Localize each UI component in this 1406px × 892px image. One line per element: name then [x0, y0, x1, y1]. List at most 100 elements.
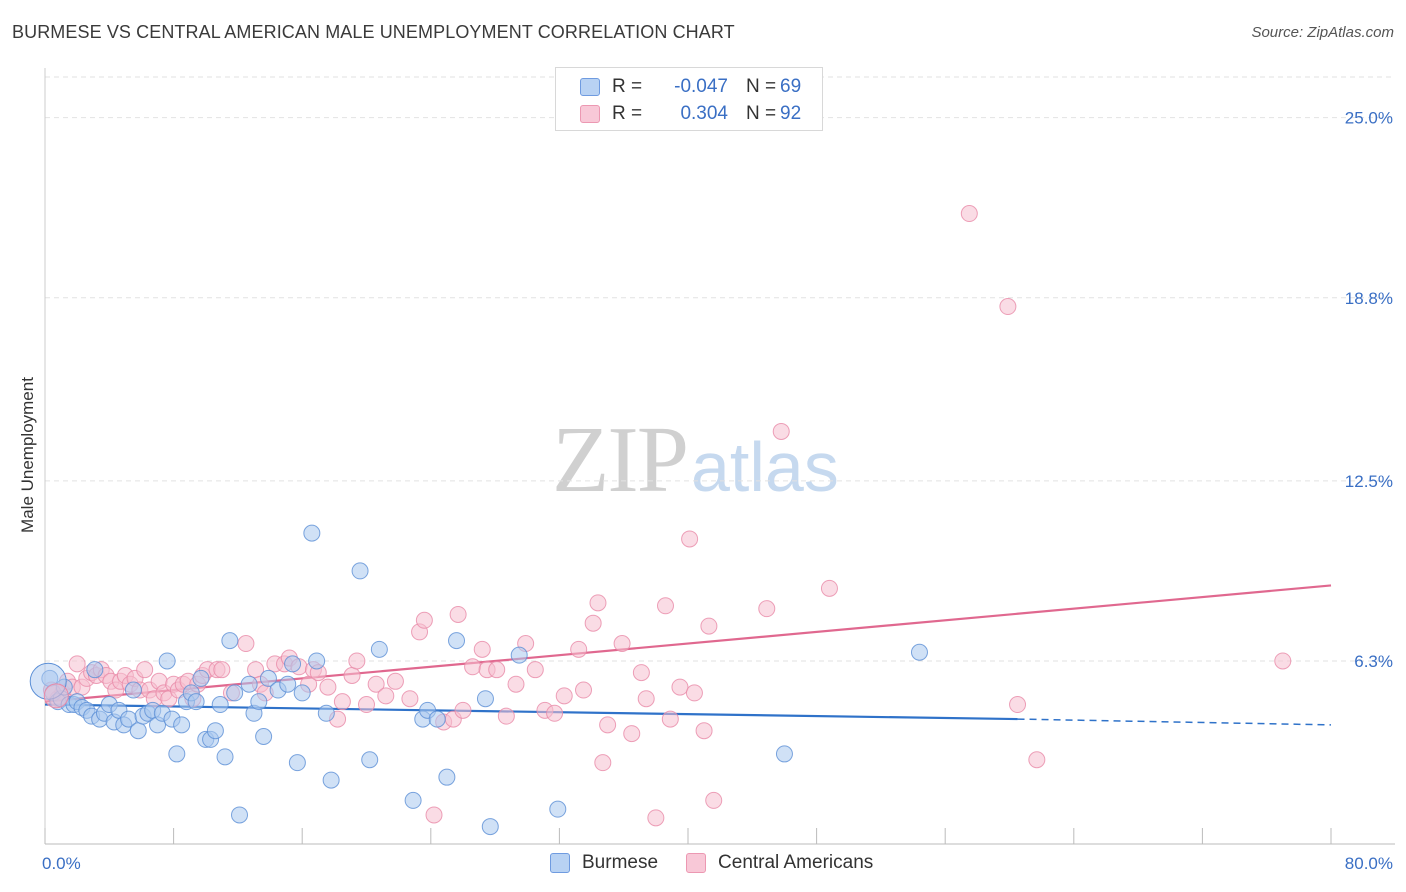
burmese-point	[448, 632, 466, 650]
central-americans-point	[358, 696, 375, 714]
central-americans-point	[594, 754, 612, 772]
source-credit: Source: ZipAtlas.com	[1251, 24, 1394, 41]
central-americans-point	[464, 658, 482, 676]
burmese-point	[187, 693, 205, 711]
burmese-point	[259, 669, 277, 687]
burmese-trend-line	[44, 703, 1018, 721]
y-tick-label: 12.5%	[1345, 472, 1393, 491]
burmese-point	[428, 710, 446, 728]
central-americans-point	[449, 605, 467, 623]
burmese-point	[250, 693, 268, 711]
central-americans-point	[507, 675, 525, 693]
burmese-point	[293, 684, 311, 702]
r-value: 0.304	[680, 103, 728, 124]
central-americans-point	[758, 600, 776, 618]
burmese-point	[86, 661, 104, 679]
burmese-point	[284, 655, 302, 673]
central-americans-point	[685, 684, 703, 702]
central-americans-point	[960, 205, 978, 223]
watermark: ZIPatlas	[552, 405, 839, 514]
burmese-point	[322, 771, 340, 789]
series-legend: Burmese Central Americans	[550, 852, 901, 874]
burmese-point	[124, 681, 142, 699]
burmese-trend-extension	[1017, 718, 1332, 726]
y-tick-label: 25.0%	[1345, 109, 1393, 128]
watermark-atlas: atlas	[691, 428, 839, 506]
central-americans-point	[319, 678, 337, 696]
central-americans-point	[671, 678, 689, 696]
burmese-point	[211, 696, 229, 714]
burmese-point	[404, 791, 422, 809]
burmese-swatch	[580, 78, 600, 96]
legend-item-central-americans: Central Americans	[686, 852, 873, 874]
central-americans-point	[1028, 751, 1046, 769]
central-americans-point	[613, 635, 631, 653]
central-americans-point	[661, 710, 679, 728]
burmese-point	[303, 524, 321, 542]
legend-label: Burmese	[582, 852, 659, 873]
central-americans-point	[333, 693, 351, 711]
central-americans-point	[820, 579, 838, 597]
x-tick-label: 0.0%	[42, 854, 81, 873]
central-americans-point	[237, 635, 255, 653]
central-americans-point	[377, 687, 395, 705]
correlation-legend: R = -0.047 N = 69 R = 0.304 N = 92	[555, 67, 823, 131]
burmese-point	[129, 722, 147, 740]
central-americans-point	[584, 614, 602, 632]
central-americans-point	[599, 716, 617, 734]
burmese-point	[221, 632, 239, 650]
n-value: 92	[780, 103, 802, 124]
burmese-point	[279, 675, 297, 693]
legend-row-central-americans: R = 0.304 N = 92	[580, 102, 801, 126]
central-americans-point	[454, 701, 472, 719]
burmese-point	[351, 562, 369, 580]
central-americans-point	[695, 722, 713, 740]
burmese-swatch	[550, 853, 570, 873]
burmese-point	[158, 652, 176, 670]
burmese-point	[317, 704, 335, 722]
y-tick-label: 6.3%	[1354, 652, 1393, 671]
central-americans-point	[656, 597, 674, 615]
burmese-point	[226, 684, 244, 702]
burmese-point	[910, 643, 928, 661]
central-americans-point	[488, 661, 506, 679]
central-americans-swatch	[580, 105, 600, 123]
n-value: 69	[780, 76, 802, 97]
burmese-point	[775, 745, 793, 763]
central-americans-swatch	[686, 853, 707, 873]
central-americans-point	[637, 690, 655, 708]
burmese-point	[476, 690, 494, 708]
burmese-point	[173, 716, 191, 734]
burmese-point	[255, 728, 273, 746]
central-americans-point	[681, 530, 699, 548]
central-americans-point	[705, 791, 723, 809]
central-americans-point	[401, 690, 419, 708]
central-americans-point	[213, 661, 231, 679]
central-americans-point	[632, 664, 650, 682]
watermark-zip: ZIP	[552, 408, 689, 512]
n-label: N =	[746, 76, 777, 97]
burmese-point	[481, 818, 499, 836]
central-americans-point	[647, 809, 665, 827]
central-americans-point	[546, 704, 564, 722]
r-label: R =	[612, 103, 643, 124]
legend-row-burmese: R = -0.047 N = 69	[580, 75, 801, 99]
central-americans-point	[386, 672, 404, 690]
n-label: N =	[746, 103, 777, 124]
burmese-point	[216, 748, 234, 766]
burmese-point	[192, 669, 210, 687]
central-americans-point	[700, 617, 718, 635]
central-americans-point	[589, 594, 607, 612]
burmese-point	[549, 800, 567, 818]
central-americans-point	[623, 725, 641, 743]
central-americans-point	[473, 640, 491, 658]
central-americans-point	[999, 298, 1017, 316]
central-americans-point	[575, 681, 593, 699]
central-americans-point	[772, 422, 790, 440]
chart-title: BURMESE VS CENTRAL AMERICAN MALE UNEMPLO…	[12, 22, 735, 42]
central-americans-point	[526, 661, 544, 679]
central-americans-point	[555, 687, 573, 705]
central-americans-point	[425, 806, 443, 824]
central-americans-point	[1274, 652, 1292, 670]
